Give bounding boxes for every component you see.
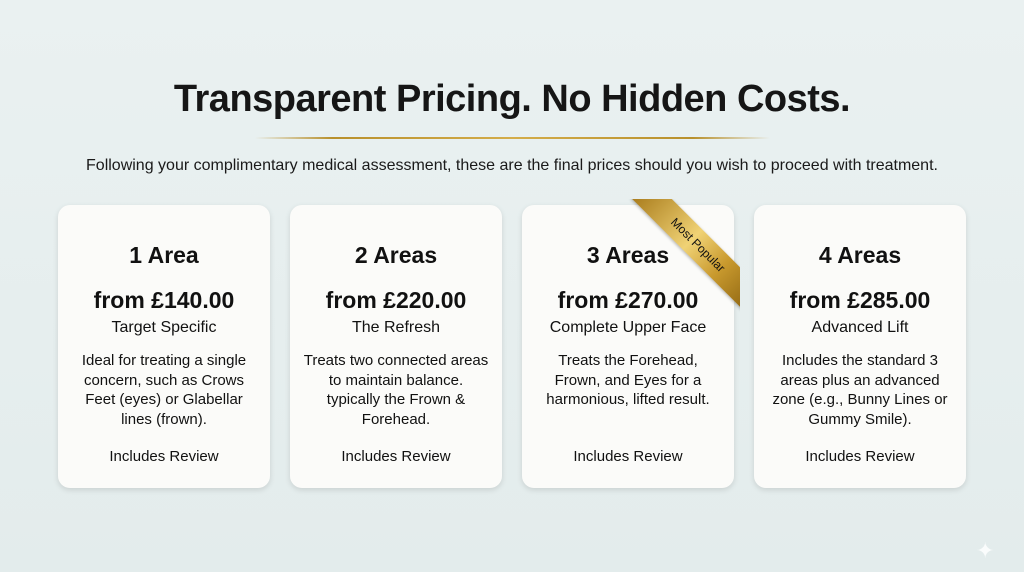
card-tagline: Advanced Lift — [811, 319, 909, 336]
most-popular-ribbon: Most Popular — [631, 199, 740, 312]
card-description: Treats two connected areas to maintain b… — [303, 352, 489, 428]
card-description: Treats the Forehead, Frown, and Eyes for… — [546, 352, 710, 408]
card-tagline: The Refresh — [351, 319, 441, 336]
page-subtitle: Following your complimentary medical ass… — [86, 157, 938, 174]
card-price: from £270.00 — [557, 287, 699, 313]
card-note: Includes Review — [341, 448, 451, 465]
card-description: Includes the standard 3 areas plus an ad… — [772, 352, 948, 428]
card-title: 3 Areas — [586, 242, 670, 268]
card-note: Includes Review — [109, 448, 219, 465]
pricing-card-3-areas: 3 Areas from £270.00 Complete Upper Face… — [522, 199, 740, 488]
card-title: 1 Area — [129, 242, 199, 268]
pricing-card-1-area: 1 Area from £140.00 Target Specific Idea… — [58, 205, 270, 488]
card-price: from £220.00 — [325, 287, 467, 313]
card-title: 2 Areas — [354, 242, 438, 268]
card-price: from £140.00 — [93, 287, 235, 313]
card-tagline: Target Specific — [111, 319, 217, 336]
card-description: Ideal for treating a single concern, suc… — [81, 352, 247, 428]
page-title: Transparent Pricing. No Hidden Costs. — [173, 78, 851, 120]
card-title: 4 Areas — [818, 242, 902, 268]
ribbon-clip: Most Popular — [622, 199, 740, 317]
card-price: from £285.00 — [789, 287, 931, 313]
sparkle-icon: ✦ — [976, 538, 995, 563]
pricing-card-2-areas: 2 Areas from £220.00 The Refresh Treats … — [290, 205, 502, 488]
card-note: Includes Review — [573, 448, 683, 465]
gold-divider — [255, 137, 770, 139]
card-note: Includes Review — [805, 448, 915, 465]
pricing-card-4-areas: 4 Areas from £285.00 Advanced Lift Inclu… — [754, 205, 966, 488]
card-tagline: Complete Upper Face — [549, 319, 707, 336]
